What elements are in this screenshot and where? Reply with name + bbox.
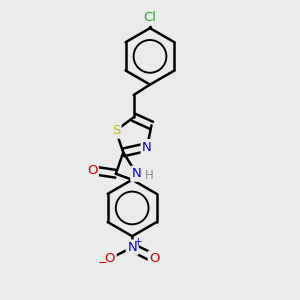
Text: −: − [98,256,108,268]
Text: O: O [105,252,115,265]
Text: H: H [145,169,154,182]
Text: +: + [134,237,143,247]
Text: N: N [132,167,142,180]
Text: N: N [142,140,152,154]
Text: O: O [87,164,97,177]
Text: O: O [149,252,160,265]
Text: Cl: Cl [143,11,157,24]
Text: S: S [112,124,120,137]
Text: N: N [127,241,137,254]
